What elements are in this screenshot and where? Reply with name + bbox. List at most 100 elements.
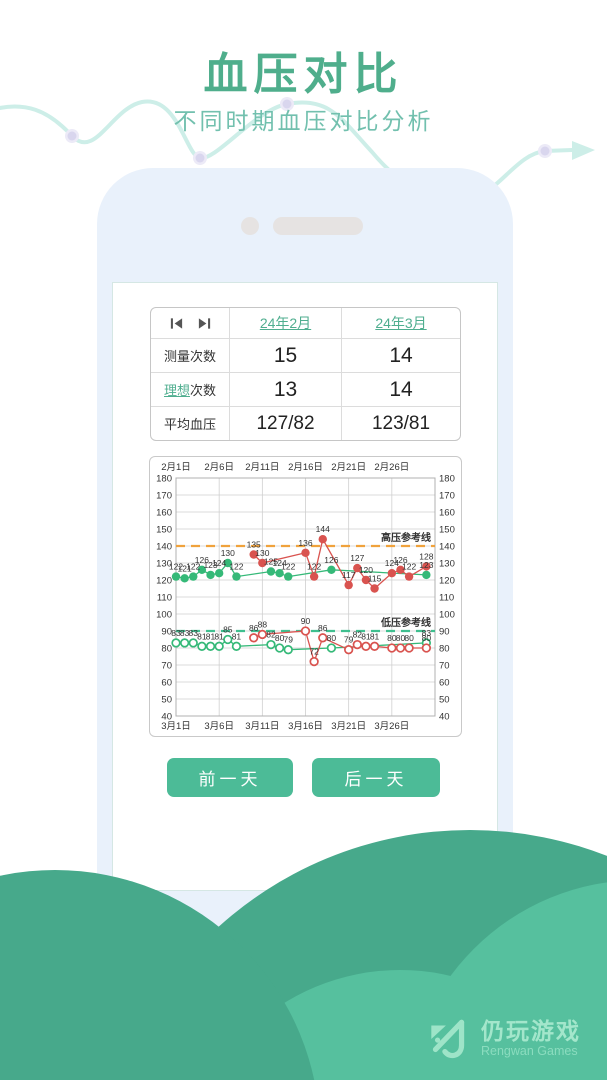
svg-text:170: 170 [439,491,455,502]
svg-text:122: 122 [186,562,200,572]
column-header-mar[interactable]: 24年3月 [341,308,460,338]
svg-text:83: 83 [180,628,190,638]
svg-text:90: 90 [301,616,311,626]
svg-text:50: 50 [439,695,450,706]
svg-text:122: 122 [307,562,321,572]
svg-text:126: 126 [195,555,209,565]
svg-text:130: 130 [439,559,455,570]
svg-text:144: 144 [316,524,330,534]
previous-day-button[interactable]: 前一天 [167,758,293,797]
svg-text:150: 150 [156,525,172,536]
svg-text:124: 124 [212,558,226,568]
svg-text:83: 83 [189,628,199,638]
svg-text:122: 122 [169,562,183,572]
svg-text:80: 80 [161,644,172,655]
speaker-bar [273,217,363,235]
arrow-icon [572,141,595,160]
svg-text:120: 120 [359,565,373,575]
svg-text:3月26日: 3月26日 [374,721,409,732]
svg-text:130: 130 [255,548,269,558]
camera-dot [241,217,259,235]
svg-text:79: 79 [283,635,293,645]
svg-text:90: 90 [439,627,450,638]
column-header-feb[interactable]: 24年2月 [229,308,341,338]
svg-text:80: 80 [404,633,414,643]
svg-text:3月1日: 3月1日 [161,721,191,732]
bp-chart-card: 40 40 50 50 60 60 70 70 80 80 90 90 100 100 110 110 120 1… [149,456,462,737]
svg-text:60: 60 [439,678,450,689]
svg-text:125: 125 [264,557,278,567]
svg-text:135: 135 [247,540,261,550]
svg-text:122: 122 [402,562,416,572]
svg-text:115: 115 [368,574,382,584]
feb-ideal-count: 13 [229,372,341,406]
rengwan-logo-icon [431,1019,465,1059]
svg-text:120: 120 [156,576,172,587]
svg-text:90: 90 [161,627,172,638]
svg-text:80: 80 [422,633,432,643]
svg-text:80: 80 [387,633,397,643]
mar-average-bp: 123/81 [341,406,460,440]
svg-text:82: 82 [353,630,363,640]
svg-text:80: 80 [396,633,406,643]
svg-text:128: 128 [419,551,433,561]
svg-text:88: 88 [258,619,268,629]
skip-back-icon[interactable] [169,316,184,331]
svg-text:81: 81 [214,631,224,641]
svg-text:40: 40 [161,712,172,723]
svg-text:2月21日: 2月21日 [331,462,366,473]
svg-text:2月6日: 2月6日 [204,462,234,473]
row-label-average: 平均血压 [151,406,229,440]
skip-forward-icon[interactable] [197,316,212,331]
svg-text:80: 80 [327,633,337,643]
svg-text:127: 127 [350,553,364,563]
svg-text:81: 81 [370,631,380,641]
svg-text:124: 124 [273,558,287,568]
svg-text:85: 85 [223,625,233,635]
svg-text:126: 126 [393,555,407,565]
svg-text:3月16日: 3月16日 [288,721,323,732]
svg-text:123: 123 [203,560,217,570]
svg-text:2月11日: 2月11日 [245,462,279,473]
svg-text:2月1日: 2月1日 [161,462,191,473]
svg-text:81: 81 [197,631,207,641]
svg-text:140: 140 [156,542,172,553]
svg-text:86: 86 [318,623,328,633]
svg-text:81: 81 [206,631,216,641]
page-title: 血压对比 [203,50,404,99]
svg-text:3月21日: 3月21日 [331,721,366,732]
svg-text:81: 81 [232,631,242,641]
svg-text:122: 122 [229,562,243,572]
next-day-button[interactable]: 后一天 [312,758,440,797]
svg-text:83: 83 [171,628,181,638]
comparison-table: 24年2月 24年3月 测量次数 15 14 理想 次数 13 14 平均血压 1… [150,307,461,441]
svg-text:3月6日: 3月6日 [204,721,234,732]
svg-text:180: 180 [156,474,172,485]
row-label-measurements: 测量次数 [151,338,229,372]
feb-measurement-count: 15 [229,338,341,372]
svg-text:86: 86 [249,623,259,633]
svg-text:120: 120 [439,576,455,587]
svg-text:70: 70 [161,661,172,672]
mar-ideal-count: 14 [341,372,460,406]
svg-text:122: 122 [281,562,295,572]
phone-screen: 24年2月 24年3月 测量次数 15 14 理想 次数 13 14 平均血压 1… [112,282,498,891]
svg-text:121: 121 [178,563,192,573]
svg-text:2月26日: 2月26日 [374,462,409,473]
svg-text:170: 170 [156,491,172,502]
ideal-link[interactable]: 理想 [163,383,190,398]
svg-text:124: 124 [385,558,399,568]
feb-average-bp: 127/82 [229,406,341,440]
svg-text:50: 50 [161,695,172,706]
table-nav-cell [151,308,229,338]
mar-measurement-count: 14 [341,338,460,372]
svg-text:160: 160 [156,508,172,519]
svg-text:40: 40 [439,712,450,723]
svg-text:72: 72 [309,647,319,657]
watermark: 仍玩游戏 Rengwan Games [424,1014,581,1062]
watermark-cn: 仍玩游戏 [481,1017,581,1044]
svg-text:110: 110 [157,593,172,604]
svg-text:80: 80 [439,644,450,655]
